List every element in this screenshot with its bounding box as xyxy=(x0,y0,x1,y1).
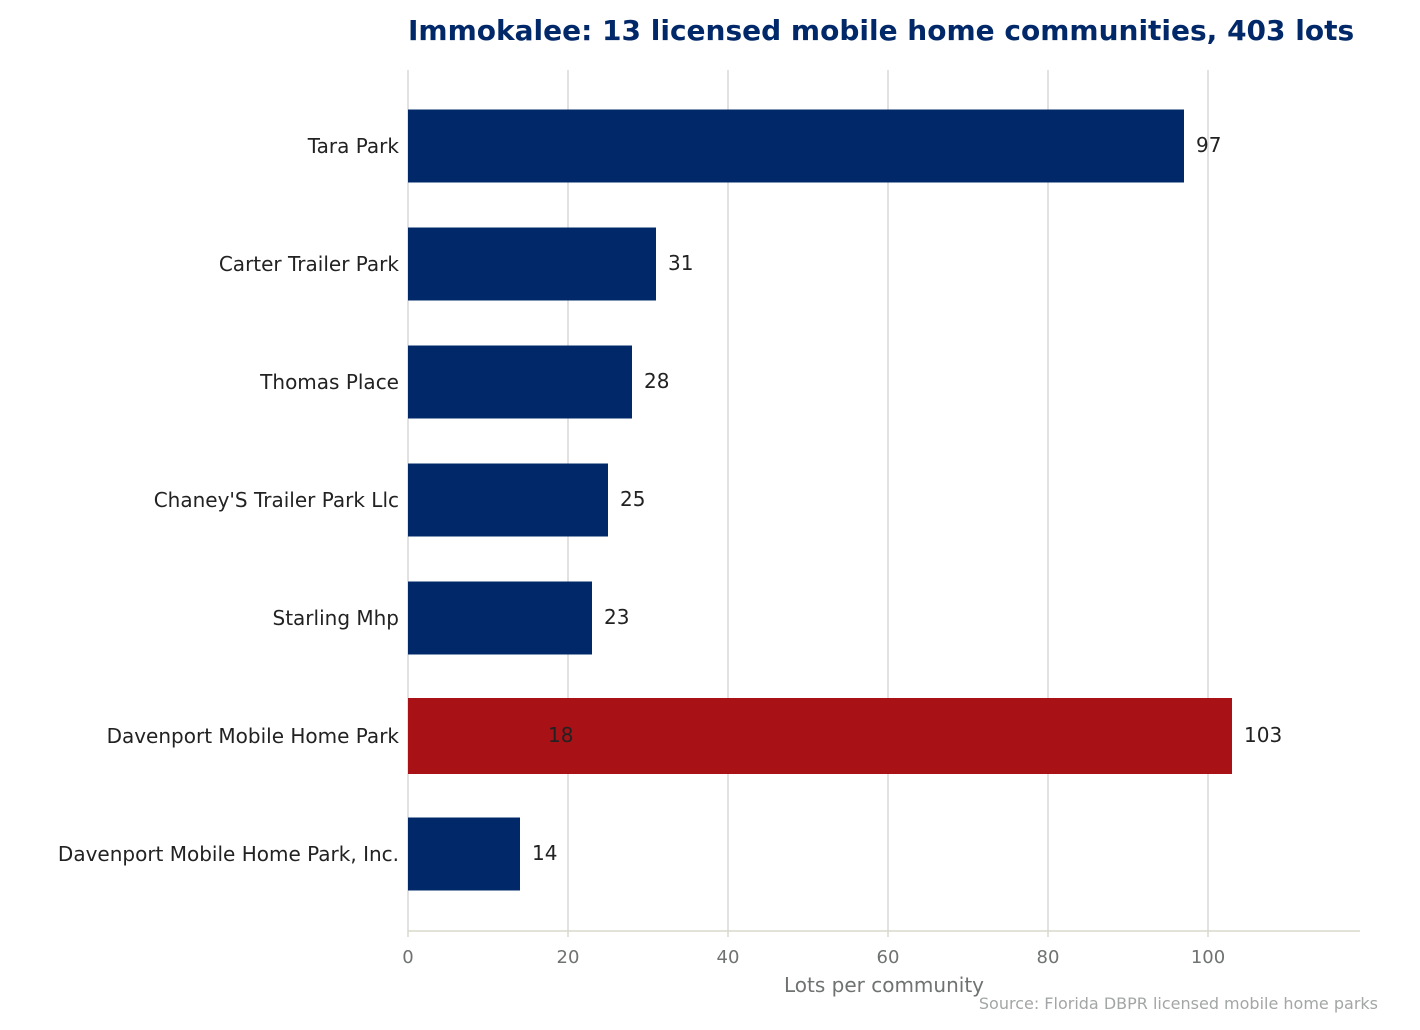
bar xyxy=(408,698,1232,774)
category-label: Davenport Mobile Home Park xyxy=(107,724,400,748)
bars xyxy=(408,109,1232,891)
value-label: 103 xyxy=(1244,723,1282,747)
x-tick-label: 60 xyxy=(877,947,900,968)
source-note: Source: Florida DBPR licensed mobile hom… xyxy=(979,994,1378,1013)
value-label: 97 xyxy=(1196,133,1221,157)
value-label: 31 xyxy=(668,251,693,275)
bar xyxy=(408,109,1184,183)
grid-lines xyxy=(407,70,1209,931)
category-labels: Tara Park Carter Trailer Park Thomas Place… xyxy=(58,134,399,866)
bar xyxy=(408,227,656,301)
category-label: Chaney'S Trailer Park Llc xyxy=(154,488,399,512)
bar xyxy=(408,345,632,419)
value-label: 28 xyxy=(644,369,669,393)
x-tick-label: 80 xyxy=(1037,947,1060,968)
bar xyxy=(408,817,520,891)
x-tick-label: 0 xyxy=(402,947,413,968)
chart-title: Immokalee: 13 licensed mobile home commu… xyxy=(408,14,1354,47)
category-label: Carter Trailer Park xyxy=(219,252,400,276)
x-axis-title: Lots per community xyxy=(784,973,984,997)
bar xyxy=(408,463,608,537)
category-label: Tara Park xyxy=(307,134,400,158)
value-label-overlay: 18 xyxy=(548,723,573,747)
x-tick-label: 20 xyxy=(557,947,580,968)
value-label: 14 xyxy=(532,841,557,865)
x-tick-labels: 0 20 40 60 80 100 xyxy=(402,931,1225,968)
x-tick-label: 40 xyxy=(717,947,740,968)
bar xyxy=(408,581,592,655)
value-label: 25 xyxy=(620,487,645,511)
value-label: 23 xyxy=(604,605,629,629)
category-label: Thomas Place xyxy=(259,370,399,394)
value-labels: 97 31 28 25 23 103 18 14 xyxy=(532,133,1282,865)
category-label: Starling Mhp xyxy=(273,606,399,630)
category-label: Davenport Mobile Home Park, Inc. xyxy=(58,842,399,866)
x-tick-label: 100 xyxy=(1191,947,1225,968)
